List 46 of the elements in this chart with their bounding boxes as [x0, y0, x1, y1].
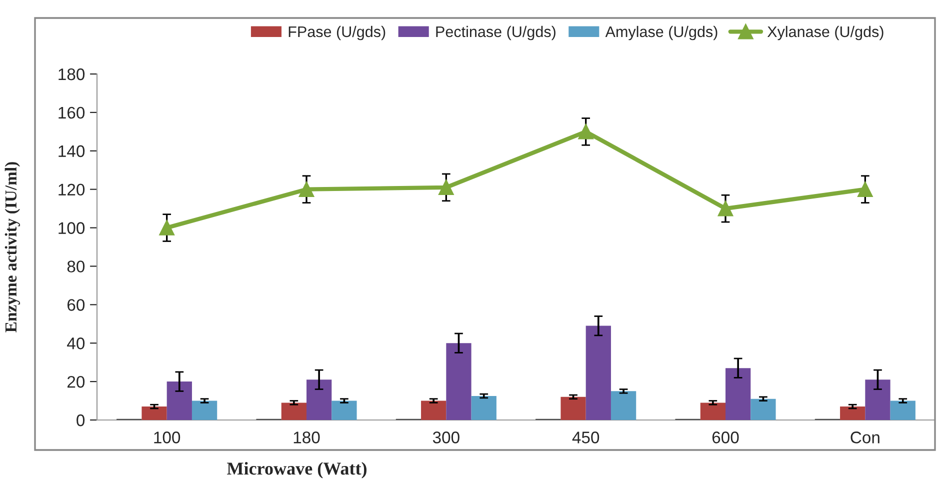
bar: [281, 402, 306, 420]
legend-label: Pectinase (U/gds): [436, 26, 556, 40]
bar: [421, 400, 446, 420]
bar: [750, 398, 776, 420]
legend-label: Amylase (U/gds): [605, 26, 718, 40]
legend-label: FPase (U/gds): [288, 26, 386, 40]
legend-label: Xylanase (U/gds): [767, 26, 884, 40]
bar: [840, 406, 866, 420]
y-tick-label: 20: [67, 376, 85, 388]
bar: [142, 406, 167, 420]
bar: [560, 396, 586, 420]
bar: [586, 326, 611, 420]
y-axis-title: Enzyme activity (IU/ml): [4, 162, 20, 332]
bar: [446, 343, 472, 420]
bar: [726, 368, 751, 420]
point: [858, 182, 873, 197]
x-tick-label: 100: [154, 432, 180, 444]
y-tick-label: 60: [68, 299, 85, 311]
y-tick-label: 100: [58, 222, 85, 234]
bar: [332, 400, 357, 420]
bar: [700, 402, 726, 420]
point: [718, 200, 734, 216]
y-tick-label: 140: [58, 145, 85, 158]
point: [298, 182, 314, 197]
x-tick-label: 450: [572, 432, 600, 444]
point: [578, 124, 594, 140]
y-tick-label: 180: [58, 68, 85, 80]
x-tick-label: Con: [850, 432, 880, 444]
y-tick-label: 0: [76, 414, 85, 426]
y-tick-label: 40: [67, 338, 85, 350]
x-tick-label: 300: [432, 432, 460, 444]
y-tick-label: 80: [67, 260, 85, 272]
bar: [306, 380, 332, 420]
bar: [471, 396, 496, 420]
point: [438, 180, 454, 196]
bar: [192, 400, 218, 420]
bar: [865, 380, 890, 420]
x-tick-label: 600: [712, 432, 739, 444]
point: [159, 220, 174, 236]
bar: [610, 391, 636, 420]
x-tick-label: 180: [294, 432, 320, 444]
y-tick-label: 120: [58, 184, 85, 196]
bar: [890, 400, 916, 420]
x-axis-title: Microwave (Watt): [227, 462, 366, 478]
y-tick-label: 160: [58, 106, 85, 119]
bar: [166, 382, 192, 420]
